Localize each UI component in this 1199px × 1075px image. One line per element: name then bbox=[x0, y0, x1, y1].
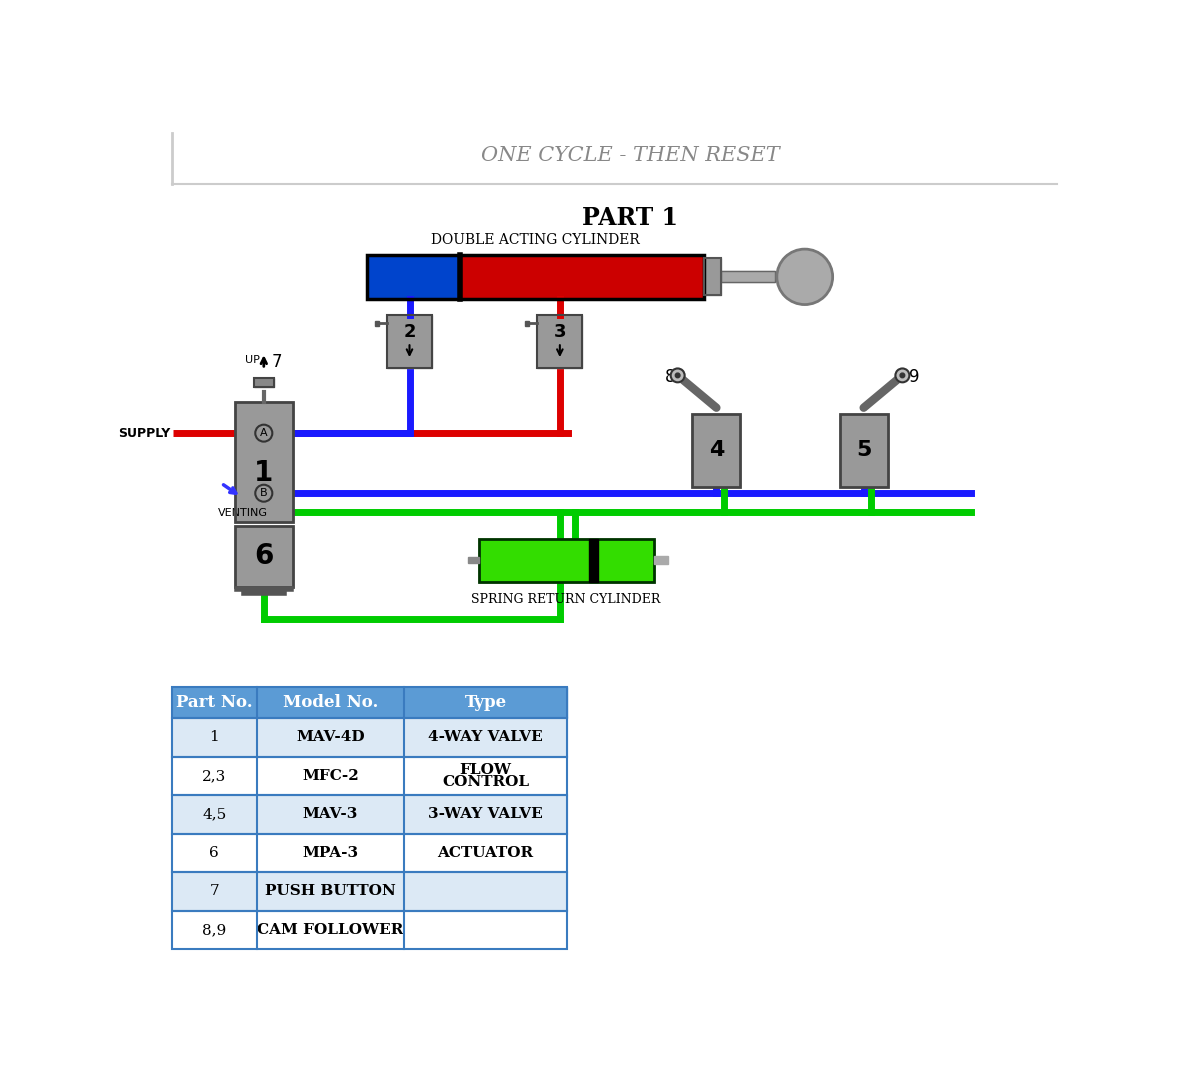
Bar bbox=[171, 796, 567, 833]
Text: 3: 3 bbox=[554, 324, 566, 341]
Bar bbox=[235, 526, 294, 587]
Bar bbox=[460, 255, 704, 299]
Text: CONTROL: CONTROL bbox=[442, 775, 529, 789]
Text: 3-WAY VALVE: 3-WAY VALVE bbox=[428, 807, 543, 821]
Text: 1: 1 bbox=[210, 730, 219, 744]
Bar bbox=[721, 272, 776, 283]
Text: 4-WAY VALVE: 4-WAY VALVE bbox=[428, 730, 543, 744]
Bar bbox=[387, 315, 432, 368]
Text: 6: 6 bbox=[254, 543, 273, 571]
Bar bbox=[480, 540, 653, 582]
Bar bbox=[171, 833, 567, 872]
Circle shape bbox=[675, 373, 680, 377]
Bar bbox=[537, 315, 583, 368]
Text: 6: 6 bbox=[210, 846, 219, 860]
Text: Type: Type bbox=[464, 694, 506, 712]
Text: VENTING: VENTING bbox=[218, 507, 269, 518]
Bar bbox=[171, 833, 567, 872]
Bar bbox=[704, 258, 721, 296]
Bar bbox=[692, 414, 741, 487]
Circle shape bbox=[777, 249, 832, 304]
Text: FLOW: FLOW bbox=[459, 763, 512, 777]
Text: DOUBLE ACTING CYLINDER: DOUBLE ACTING CYLINDER bbox=[432, 233, 640, 247]
Bar bbox=[589, 540, 598, 582]
Text: PUSH BUTTON: PUSH BUTTON bbox=[265, 885, 396, 899]
Bar bbox=[171, 911, 567, 949]
Bar bbox=[171, 718, 567, 757]
Text: B: B bbox=[260, 488, 267, 498]
Bar bbox=[839, 414, 887, 487]
Bar bbox=[254, 378, 273, 387]
Bar bbox=[721, 272, 776, 283]
Text: SUPPLY: SUPPLY bbox=[119, 427, 170, 440]
Bar bbox=[171, 757, 567, 796]
Bar bbox=[171, 718, 567, 757]
Bar bbox=[171, 872, 567, 911]
Bar bbox=[653, 557, 668, 564]
Bar bbox=[692, 414, 741, 487]
Text: CAM FOLLOWER: CAM FOLLOWER bbox=[258, 922, 404, 936]
Bar bbox=[171, 687, 567, 718]
Circle shape bbox=[896, 369, 909, 383]
Text: MPA-3: MPA-3 bbox=[302, 846, 359, 860]
Text: 5: 5 bbox=[856, 440, 872, 460]
Text: 4: 4 bbox=[709, 440, 724, 460]
Bar bbox=[171, 872, 567, 911]
Bar bbox=[254, 378, 273, 387]
Text: PART 1: PART 1 bbox=[583, 206, 679, 230]
Text: Model No.: Model No. bbox=[283, 694, 378, 712]
Bar bbox=[537, 315, 583, 368]
Bar bbox=[839, 414, 887, 487]
Text: MAV-4D: MAV-4D bbox=[296, 730, 364, 744]
Bar bbox=[171, 687, 567, 718]
Bar bbox=[469, 557, 480, 563]
Bar bbox=[525, 320, 529, 326]
Text: 8: 8 bbox=[664, 368, 675, 386]
Text: 2,3: 2,3 bbox=[203, 769, 227, 783]
Text: ONE CYCLE - THEN RESET: ONE CYCLE - THEN RESET bbox=[481, 146, 779, 164]
Bar bbox=[367, 255, 704, 299]
Bar bbox=[235, 526, 294, 587]
Bar bbox=[374, 320, 379, 326]
Text: SPRING RETURN CYLINDER: SPRING RETURN CYLINDER bbox=[471, 592, 661, 605]
Text: A: A bbox=[260, 428, 267, 439]
Text: 7: 7 bbox=[210, 885, 219, 899]
Text: 2: 2 bbox=[403, 324, 416, 341]
Text: Part No.: Part No. bbox=[176, 694, 253, 712]
Bar bbox=[367, 255, 460, 299]
Text: MAV-3: MAV-3 bbox=[303, 807, 359, 821]
Bar bbox=[171, 796, 567, 833]
Bar bbox=[387, 315, 432, 368]
Bar bbox=[235, 402, 294, 521]
Text: 1: 1 bbox=[254, 459, 273, 487]
Circle shape bbox=[670, 369, 685, 383]
Text: ACTUATOR: ACTUATOR bbox=[438, 846, 534, 860]
Circle shape bbox=[900, 373, 905, 377]
Text: 8,9: 8,9 bbox=[203, 922, 227, 936]
Text: 4,5: 4,5 bbox=[203, 807, 227, 821]
Bar bbox=[235, 402, 294, 521]
Text: 9: 9 bbox=[909, 368, 920, 386]
Bar bbox=[171, 757, 567, 796]
Text: MFC-2: MFC-2 bbox=[302, 769, 359, 783]
Text: UP: UP bbox=[245, 355, 260, 366]
Bar bbox=[704, 258, 721, 296]
Bar bbox=[480, 540, 653, 582]
Bar bbox=[171, 911, 567, 949]
Text: 7: 7 bbox=[271, 353, 282, 371]
